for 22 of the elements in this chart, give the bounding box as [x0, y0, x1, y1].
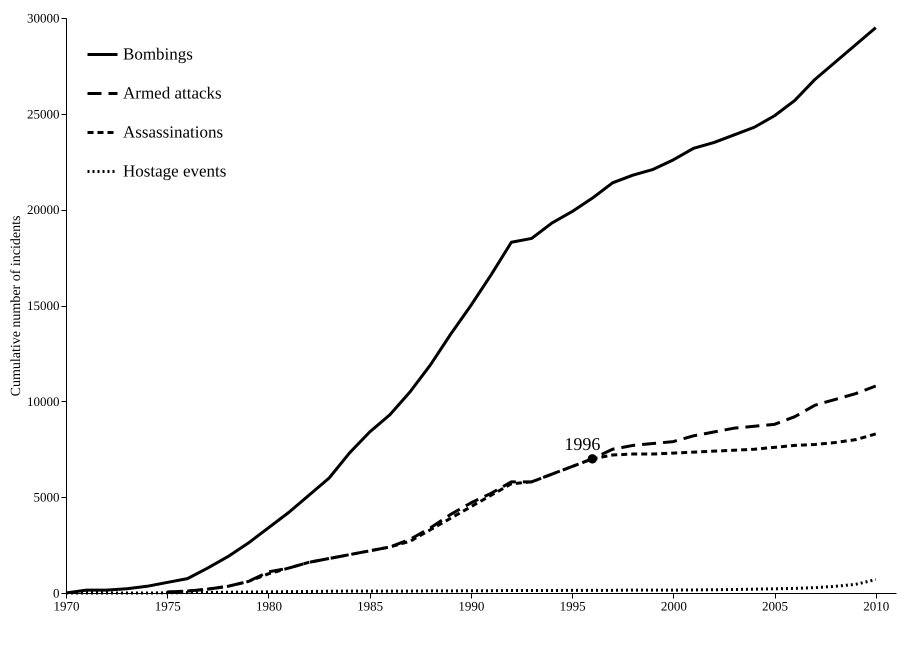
x-tick-label: 1975	[154, 598, 181, 614]
y-tick-label: 5000	[34, 490, 60, 505]
x-tick-label: 1985	[357, 598, 384, 614]
y-tick-label: 30000	[27, 10, 60, 26]
y-tick-label: 10000	[27, 394, 60, 409]
y-tick-label: 15000	[27, 298, 60, 313]
y-tick-label: 20000	[27, 202, 60, 218]
x-tick-label: 2010	[863, 598, 890, 614]
y-tick-label: 0	[53, 586, 60, 600]
legend-label: Armed attacks	[123, 84, 222, 102]
x-tick-label: 2000	[660, 598, 687, 614]
x-tick-label: 1970	[54, 598, 80, 614]
y-axis-title: Cumulative number of incidents	[9, 216, 24, 396]
annotation: 1996	[564, 434, 600, 454]
legend-label: Hostage events	[123, 162, 226, 180]
x-tick-label: 1995	[560, 598, 586, 614]
y-tick-label: 25000	[27, 106, 60, 122]
x-tick-label: 1980	[256, 598, 282, 614]
legend-label: Assassinations	[123, 122, 224, 142]
x-tick-label: 1990	[458, 598, 484, 614]
legend-label: Bombings	[123, 44, 193, 64]
x-tick-label: 2005	[762, 598, 788, 614]
